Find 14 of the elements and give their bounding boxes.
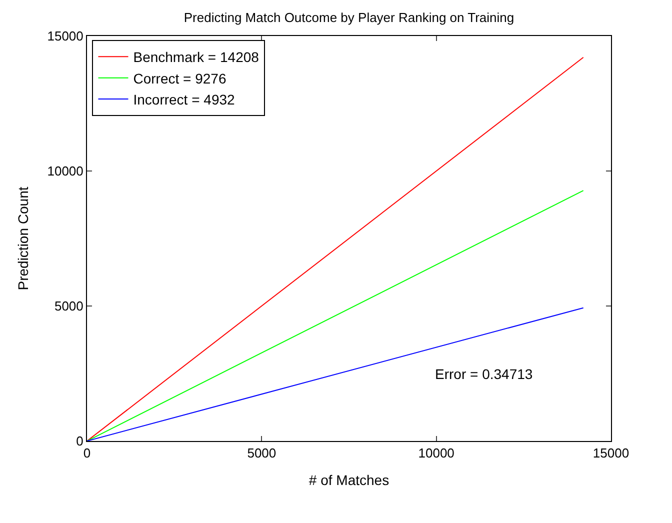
x-axis-title: # of Matches [308, 472, 390, 488]
y-axis-title: Prediction Count [14, 186, 31, 290]
x-tick-label: 10000 [418, 446, 454, 461]
y-tick-label: 10000 [47, 164, 84, 179]
x-tick-label: 5000 [247, 446, 276, 461]
y-tick-label: 5000 [54, 298, 84, 314]
legend-label: Incorrect = 4932 [133, 92, 236, 108]
y-tick-label: 0 [76, 434, 84, 449]
legend-label: Correct = 9276 [133, 70, 226, 86]
y-tick-label: 15000 [47, 28, 84, 44]
chart-title: Predicting Match Outcome by Player Ranking on Training [184, 10, 514, 26]
x-tick-label: 15000 [592, 446, 630, 461]
annotation: Error = 0.34713 [435, 366, 533, 382]
legend-label: Benchmark = 14208 [133, 49, 260, 66]
